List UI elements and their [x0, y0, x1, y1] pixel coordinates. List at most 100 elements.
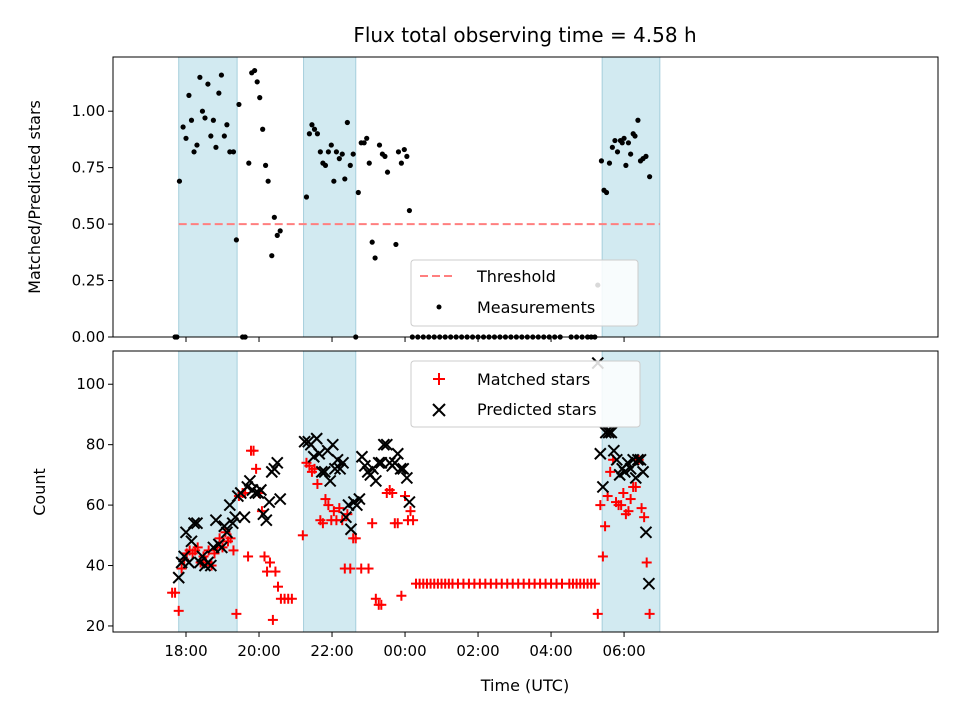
- measurement-point: [331, 178, 337, 184]
- predicted-star-point: [380, 438, 393, 451]
- measurement-point: [344, 119, 350, 126]
- matched-star-point: [173, 605, 184, 616]
- predicted-star-point: [326, 438, 339, 451]
- predicted-star-point: [187, 517, 201, 530]
- measurement-point: [208, 133, 214, 139]
- legend-measurements-label: Measurements: [477, 298, 595, 317]
- measurement-point: [188, 117, 195, 123]
- matched-star-point: [262, 566, 273, 577]
- bottom-y-tick-label: 60: [86, 496, 105, 514]
- predicted-star-point: [336, 456, 350, 470]
- predicted-star-point: [238, 510, 251, 524]
- matched-star-point: [259, 551, 270, 562]
- matched-star-point: [623, 506, 634, 517]
- legend-predicted-label: Predicted stars: [477, 400, 597, 419]
- predicted-star-point: [310, 432, 323, 445]
- legend-measurements-swatch: [436, 304, 442, 310]
- matched-star-point: [220, 527, 231, 538]
- measurement-point: [603, 189, 610, 196]
- measurement-point: [606, 160, 613, 166]
- legend-matched-swatch: [433, 373, 445, 385]
- matched-star-point: [334, 503, 345, 514]
- predicted-star-point: [344, 523, 358, 536]
- measurement-point: [254, 79, 260, 85]
- measurement-point: [271, 214, 277, 220]
- measurement-point: [361, 140, 367, 146]
- predicted-star-point: [636, 465, 650, 479]
- top-panel: 0.00 0.25 0.50 0.75 1.00 Matched/Predicted s…: [25, 56, 939, 346]
- measurement-point: [384, 169, 391, 175]
- matched-star-point: [408, 515, 419, 526]
- measurement-point: [376, 142, 383, 148]
- matched-star-point: [641, 557, 652, 568]
- measurement-point: [647, 174, 653, 180]
- predicted-star-point: [260, 513, 273, 527]
- measurement-point: [355, 189, 361, 196]
- measurement-point: [621, 135, 627, 141]
- matched-star-point: [630, 481, 641, 492]
- measurement-point: [213, 144, 219, 150]
- measurement-point: [269, 253, 275, 259]
- measurement-point: [395, 149, 402, 155]
- predicted-star-point: [328, 462, 342, 476]
- bottom-y-axis-label: Count: [30, 468, 49, 516]
- matched-star-point: [323, 500, 334, 511]
- matched-star-point: [605, 466, 616, 477]
- matched-star-point: [363, 563, 374, 574]
- bottom-shaded-region: [303, 350, 357, 633]
- measurement-point: [224, 122, 230, 128]
- matched-star-point: [618, 488, 629, 499]
- predicted-star-point: [254, 483, 268, 497]
- matched-star-point: [367, 518, 378, 529]
- predicted-star-point: [355, 450, 369, 463]
- predicted-star-point: [229, 510, 242, 524]
- measurement-point: [612, 137, 618, 144]
- matched-star-point: [370, 593, 381, 604]
- matched-star-point: [170, 587, 181, 598]
- measurement-point: [194, 142, 200, 148]
- measurement-point: [619, 140, 625, 146]
- predicted-star-point: [634, 453, 647, 466]
- predicted-star-point: [639, 526, 653, 539]
- measurement-point: [230, 149, 237, 155]
- top-y-tick-label: 0.50: [72, 215, 105, 233]
- legend-threshold-label: Threshold: [476, 267, 556, 286]
- top-y-axis-label: Matched/Predicted stars: [25, 100, 44, 294]
- measurement-point: [176, 178, 183, 184]
- measurement-point: [342, 176, 348, 182]
- measurement-point: [401, 146, 407, 153]
- measurement-point: [218, 72, 225, 78]
- matched-star-point: [267, 614, 278, 625]
- predicted-star-point: [243, 474, 257, 488]
- bottom-x-tick-label: 00:00: [383, 642, 426, 660]
- bottom-y-tick-label: 20: [86, 617, 105, 635]
- top-x-axis-ticks: [185, 337, 625, 342]
- matched-star-point: [644, 608, 655, 619]
- measurement-point: [632, 133, 638, 139]
- matched-star-point: [405, 506, 416, 517]
- measurement-point: [183, 135, 189, 141]
- top-legend-box: [410, 259, 639, 327]
- predicted-star-point: [403, 495, 416, 509]
- top-shaded-region: [303, 56, 357, 338]
- measurement-point: [309, 122, 315, 128]
- measurement-point: [199, 108, 206, 114]
- bottom-y-tick-label: 100: [76, 375, 105, 393]
- measurement-point: [277, 228, 283, 234]
- measurement-point: [180, 124, 186, 130]
- matched-star-point: [396, 590, 407, 601]
- predicted-star-point: [353, 492, 366, 506]
- matched-star-point: [639, 512, 650, 523]
- predicted-star-point: [397, 462, 410, 476]
- measurement-point: [303, 194, 310, 200]
- chart-title: Flux total observing time = 4.58 h: [353, 23, 696, 47]
- predicted-star-point: [220, 526, 234, 539]
- predicted-star-point: [394, 462, 407, 476]
- measurement-point: [347, 162, 353, 168]
- matched-star-point: [595, 500, 606, 511]
- measurement-point: [306, 131, 312, 137]
- top-legend: Threshold Measurements: [410, 259, 639, 327]
- matched-star-point: [376, 599, 387, 610]
- measurement-point: [382, 153, 388, 159]
